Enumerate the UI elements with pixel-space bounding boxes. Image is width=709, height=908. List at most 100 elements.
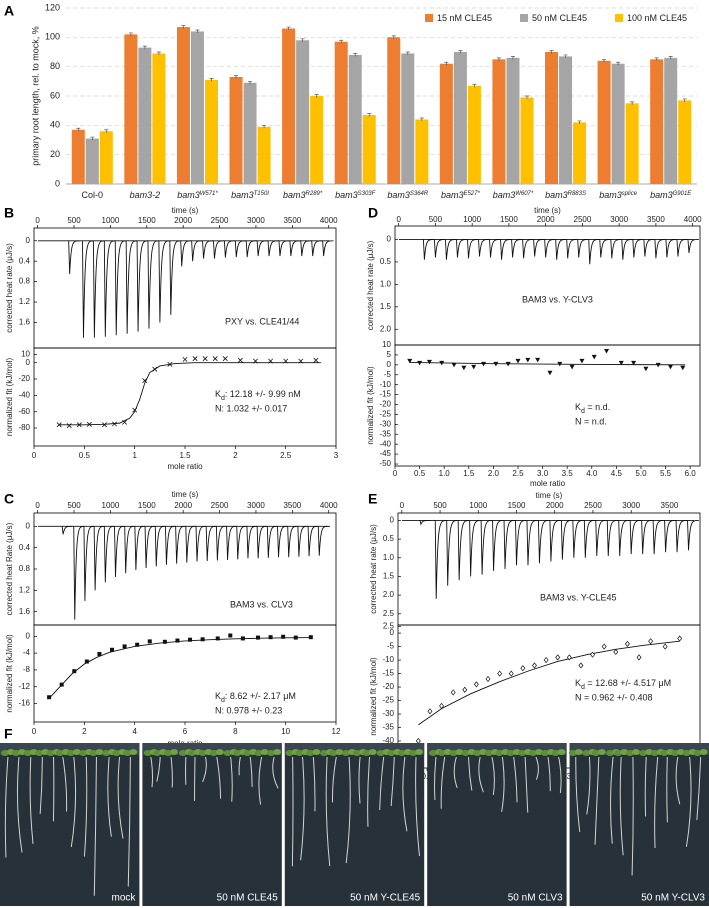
injection-peak [664,520,676,553]
kd-annotation: Kd: 12.18 +/- 9.99 nM [215,389,301,402]
root [575,756,581,832]
cotyledon [164,750,173,756]
y-tick-label: 0 [26,521,31,530]
root [345,756,351,864]
category-name: bam3 [441,190,464,200]
x-axis-title: mole ratio [530,479,566,488]
marker [590,651,596,658]
cotyledon [568,750,577,756]
marker [461,365,467,371]
cotyledon [429,750,438,756]
y-tick-label: -25 [379,410,391,419]
cotyledon [540,750,549,756]
error-bar [90,136,95,140]
injection-peak [256,240,268,257]
fit-curve [48,637,311,699]
injection-peak [555,239,567,260]
bar [229,76,243,184]
y-tick-label: 10 [21,350,30,359]
error-bar [142,45,147,50]
error-bar [248,80,253,85]
kd-text: : 8.62 +/- 2.17 μM [225,691,296,701]
y-tick-label: 0 [55,178,60,188]
panel-letter: D [368,205,378,221]
marker [192,356,198,362]
root [524,756,529,813]
marker [188,637,193,642]
marker [268,358,274,364]
x-axis-title: time (s) [534,206,561,215]
cotyledon [102,750,111,756]
injection-peak [144,525,156,568]
injection-peak [226,525,237,560]
root [107,756,112,837]
cotyledon [306,750,315,756]
injection-peak [618,520,631,556]
injection-peak [180,240,192,267]
category-name: Col-0 [82,190,104,200]
marker [222,356,228,362]
bar [348,54,362,184]
cotyledon [23,750,32,756]
x-tick-label: 3000 [247,501,265,510]
error-bar [602,58,607,63]
marker [439,360,445,366]
x-tick-label: 2500 [211,501,229,510]
cotyledon [455,749,464,755]
marker [283,358,289,364]
cotyledon [215,749,224,755]
marker [462,686,468,693]
y-tick-label: 1.0 [380,279,392,288]
y-axis-title: corrected heat rate (μJ/s) [369,524,378,614]
x-tick-label: 2500 [574,215,592,224]
marker [601,643,607,650]
injection-peak [297,525,309,557]
cotyledon [66,750,75,756]
x-tick-label: 12 [332,727,341,736]
bar [99,131,113,184]
cotyledon [129,749,138,755]
kd-symbol: K [215,691,221,701]
marker [86,421,92,427]
category-name: bam3 [387,190,410,200]
marker [313,357,319,363]
marker [407,358,413,364]
error-bar [510,56,515,60]
cotyledon [670,750,679,756]
marker [493,361,499,367]
injection-peak [195,525,207,562]
injection-peak [213,240,225,259]
root [513,756,518,803]
root [644,756,647,817]
marker [643,366,649,372]
x-tick-label: 0 [393,469,398,478]
root [249,756,253,787]
marker [555,654,561,661]
annotation: BAM3 vs. Y-CLV3 [522,294,593,304]
injection-peak [311,240,323,257]
root [468,756,473,791]
error-bar [472,83,477,88]
root [93,756,97,896]
cotyledon [273,749,282,755]
x-tick-label: 3500 [283,501,301,510]
cotyledon [285,750,294,756]
marker [240,636,245,641]
y-tick-label: 2.0 [380,324,392,333]
injection-peak [606,520,619,556]
marker [515,358,521,364]
y-tick-label: 0.8 [19,564,31,573]
injection-peak [467,239,479,259]
root [62,756,68,812]
cotyledon [528,750,537,756]
x-tick-label: 2000 [546,501,564,510]
category-superscript: S364R [410,191,429,197]
marker [167,361,173,367]
cotyledon [254,750,263,756]
marker [417,360,423,366]
bar [362,115,376,184]
root [70,756,77,848]
marker [66,423,72,429]
marker [212,356,218,362]
root [83,756,88,857]
